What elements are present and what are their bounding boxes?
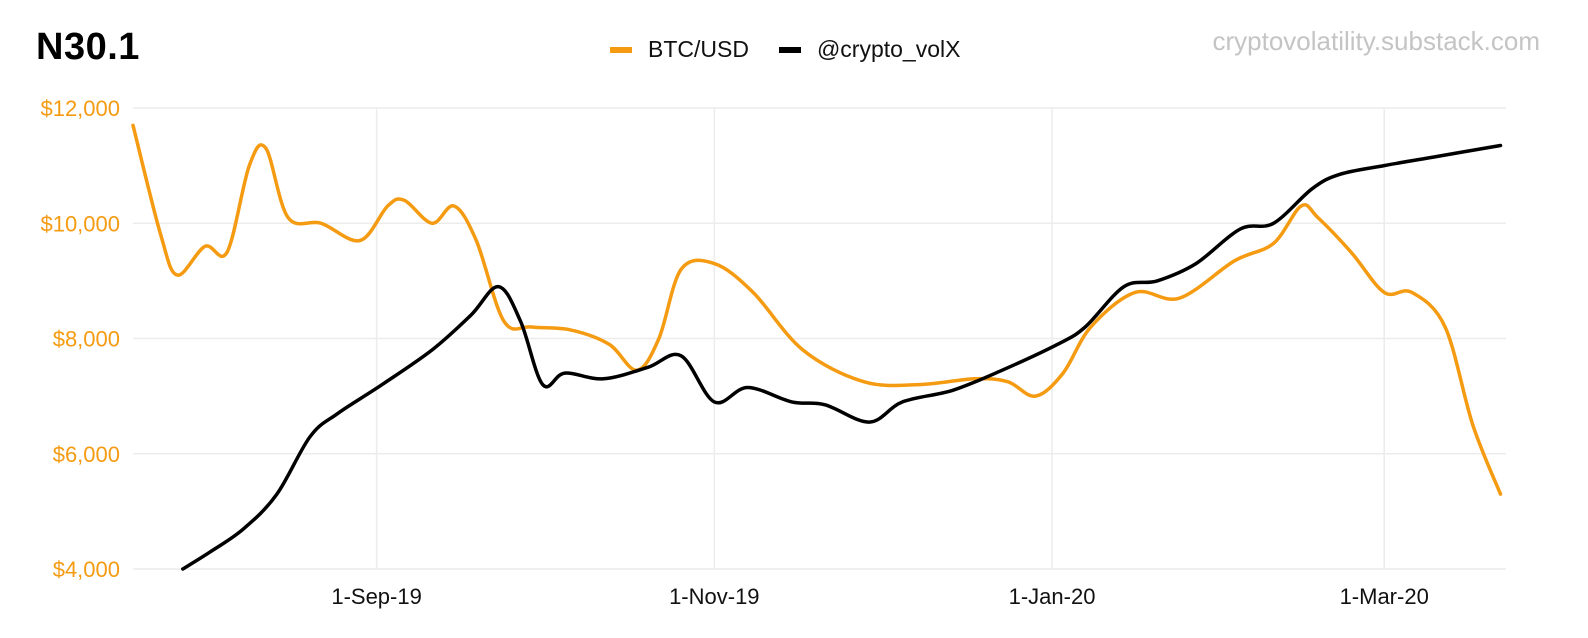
legend-item-volx: @crypto_volX	[778, 36, 961, 63]
y-tick-label: $4,000	[53, 557, 120, 582]
legend-item-btc: BTC/USD	[610, 36, 749, 63]
series-line-btc-usd	[131, 123, 1503, 496]
y-tick-label: $12,000	[40, 96, 120, 121]
legend-swatch-btc	[610, 46, 632, 53]
legend-label-btc: BTC/USD	[648, 36, 749, 62]
y-tick-label: $10,000	[40, 211, 120, 236]
series-line-crypto-volx	[181, 143, 1503, 571]
legend-swatch-volx	[778, 46, 801, 53]
chart-title: N30.1	[36, 26, 140, 68]
x-tick-label: 1-Sep-19	[331, 584, 422, 609]
chart-legend: BTC/USD @crypto_volX	[610, 36, 960, 63]
y-tick-label: $6,000	[53, 442, 120, 467]
legend-label-volx: @crypto_volX	[816, 36, 961, 62]
x-tick-label: 1-Jan-20	[1009, 584, 1096, 609]
watermark-text: cryptovolatility.substack.com	[1212, 26, 1540, 56]
y-tick-label: $8,000	[53, 327, 120, 352]
x-tick-label: 1-Nov-19	[669, 584, 759, 609]
x-tick-label: 1-Mar-20	[1340, 584, 1429, 609]
